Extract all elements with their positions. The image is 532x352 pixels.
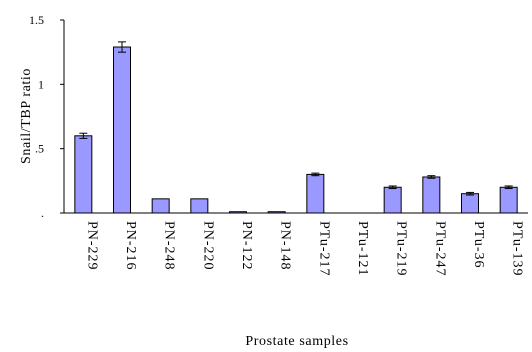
bar-ptu-139 [499,186,518,214]
x-tick-label: PN-148 [278,221,293,271]
error-bar-pn-229 [79,132,88,139]
y-tick-label: 1.5 [29,13,44,27]
x-axis-title: Prostate samples [245,334,348,349]
x-tick-label: PN-248 [162,221,177,271]
error-bar-pn-216 [118,41,126,53]
bar-ptu-217 [306,173,325,214]
x-tick-label: PTu-217 [316,221,331,277]
error-bar-ptu-139 [504,185,513,190]
bar-pn-216 [113,46,131,214]
bar-ptu-247 [422,176,441,214]
x-tick-label: PN-229 [84,221,99,271]
y-axis-title: Snail/TBP ratio [19,68,34,164]
x-tick-label: PTu-36 [471,221,486,269]
error-bar-ptu-219 [388,185,397,190]
error-bar-ptu-36 [466,191,474,196]
x-tick-label: PN-122 [239,221,254,271]
bar-pn-229 [74,135,93,214]
x-tick-label: PTu-247 [432,221,447,277]
bar-pn-248 [151,198,170,214]
y-tick-label: 1 [38,77,44,91]
x-tick-labels: PN-229 PN-216 PN-248 PN-220 PN-122 PN-148 PTu-… [84,221,524,277]
x-tick-label: PTu-139 [510,221,525,277]
x-tick-label: PTu-219 [394,221,409,277]
y-tick-label: .5 [35,142,44,156]
error-bars-group [79,41,513,196]
x-tick-label: PN-220 [200,221,215,271]
y-axis-ticks: . .5 1 1.5 [29,13,64,220]
bar-ptu-36 [461,193,479,214]
bar-pn-220 [190,198,209,214]
x-tick-label: PN-216 [123,221,138,271]
x-tick-label: PTu-121 [355,221,370,277]
error-bar-ptu-247 [427,175,436,179]
bar-ptu-219 [383,186,402,214]
error-bar-ptu-217 [311,172,320,177]
bars-group [74,46,518,214]
y-tick-label: . [41,206,44,220]
